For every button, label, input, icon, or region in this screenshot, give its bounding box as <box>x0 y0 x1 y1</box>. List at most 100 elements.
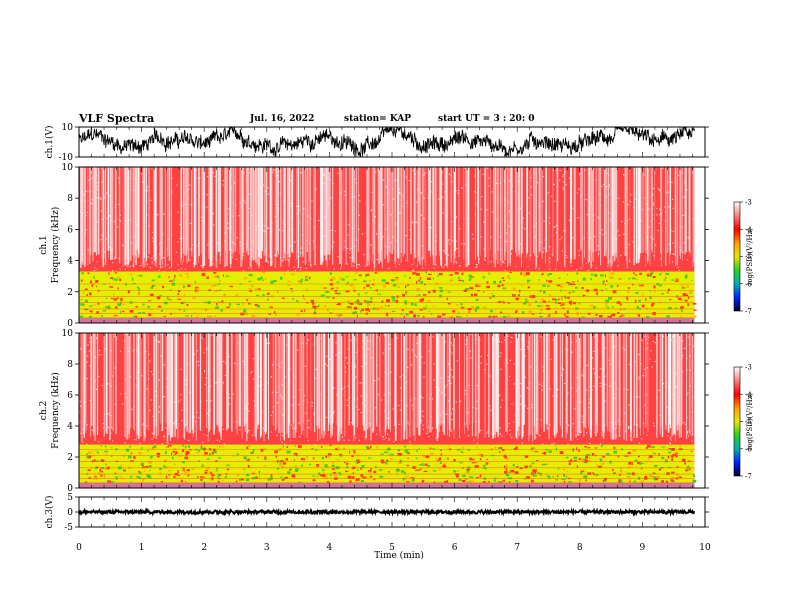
noise-speck <box>507 201 509 203</box>
noise-speck <box>299 205 301 207</box>
band-texture <box>174 453 176 456</box>
band-texture <box>153 445 156 448</box>
band-texture <box>173 475 176 478</box>
spectral-streak <box>555 333 557 435</box>
band-texture <box>606 453 610 456</box>
noise-speck <box>647 270 649 272</box>
noise-speck <box>339 268 342 270</box>
noise-speck <box>599 382 601 384</box>
band-texture <box>426 277 431 280</box>
band-texture <box>100 474 103 477</box>
noise-speck <box>495 219 497 221</box>
noise-speck <box>684 179 687 181</box>
noise-speck <box>523 388 525 390</box>
noise-speck <box>509 375 511 378</box>
noise-speck <box>358 194 360 196</box>
band-texture <box>612 306 614 308</box>
noise-speck <box>323 235 325 237</box>
noise-speck <box>644 368 646 370</box>
band-texture <box>690 450 693 452</box>
noise-speck <box>279 193 281 195</box>
noise-speck <box>196 350 198 352</box>
colorbar-tick-label: -7 <box>745 308 752 316</box>
spectral-streak <box>418 333 420 435</box>
noise-speck <box>595 267 597 269</box>
band-texture <box>684 462 686 465</box>
band-texture <box>251 477 256 480</box>
band-texture <box>623 314 625 317</box>
noise-speck <box>686 394 688 396</box>
band-texture <box>200 478 203 481</box>
band-texture <box>556 475 559 478</box>
ch1-frequency-label-channel: ch.1 <box>39 235 49 254</box>
band-texture <box>418 447 420 450</box>
band-texture <box>107 480 111 484</box>
noise-speck <box>608 175 610 177</box>
spectral-streak <box>492 333 494 436</box>
noise-speck <box>253 258 255 260</box>
band-texture <box>275 455 277 458</box>
band-texture <box>497 301 502 303</box>
spectral-streak <box>686 333 688 439</box>
noise-speck <box>395 422 397 424</box>
band-texture <box>526 476 531 479</box>
band-texture <box>104 450 108 453</box>
noise-speck <box>481 196 483 198</box>
spectral-streak <box>384 167 386 259</box>
band-texture <box>93 304 96 306</box>
noise-speck <box>655 168 657 170</box>
noise-speck <box>86 211 88 213</box>
spectral-streak <box>305 167 306 265</box>
noise-speck <box>586 199 588 201</box>
noise-speck <box>280 396 282 398</box>
noise-speck <box>181 237 183 239</box>
noise-speck <box>369 340 371 342</box>
x-axis-label: Time (min) <box>374 550 424 561</box>
noise-speck <box>84 351 86 353</box>
noise-speck <box>136 224 138 226</box>
noise-speck <box>81 199 83 201</box>
noise-speck <box>246 180 248 182</box>
band-texture <box>404 449 409 453</box>
spectral-streak <box>354 167 356 264</box>
noise-speck <box>500 199 502 201</box>
band-texture <box>249 290 253 292</box>
noise-speck <box>106 217 108 219</box>
noise-speck <box>501 341 503 343</box>
noise-speck <box>261 384 263 386</box>
band-texture <box>637 461 642 465</box>
noise-speck <box>270 376 273 378</box>
spectral-streak <box>507 167 508 267</box>
spectral-streak <box>474 333 477 437</box>
band-texture <box>668 307 672 310</box>
noise-speck <box>668 206 670 208</box>
band-texture <box>545 305 550 307</box>
band-texture <box>336 281 340 283</box>
noise-speck <box>504 203 506 206</box>
band-texture <box>526 279 531 282</box>
band-texture <box>452 310 456 313</box>
band-texture <box>380 459 385 462</box>
noise-speck <box>640 170 642 172</box>
noise-speck <box>628 243 630 246</box>
spectral-streak <box>351 167 354 263</box>
noise-speck <box>345 204 347 206</box>
band-texture <box>216 476 220 478</box>
noise-speck <box>267 193 270 195</box>
spectral-streak <box>263 333 265 442</box>
noise-speck <box>411 264 413 266</box>
band-texture <box>160 481 163 483</box>
ch1-waveform-ylabel: ch.1(V) <box>44 126 55 159</box>
noise-speck <box>501 435 503 437</box>
noise-speck <box>412 221 414 223</box>
band-texture <box>235 480 238 483</box>
noise-speck <box>280 256 282 258</box>
band-texture <box>538 279 540 281</box>
band-texture <box>166 446 169 448</box>
noise-speck <box>294 269 296 272</box>
noise-speck <box>84 264 86 266</box>
noise-speck <box>155 437 157 439</box>
noise-speck <box>282 220 285 222</box>
band-texture <box>666 472 670 475</box>
noise-speck <box>504 339 506 341</box>
